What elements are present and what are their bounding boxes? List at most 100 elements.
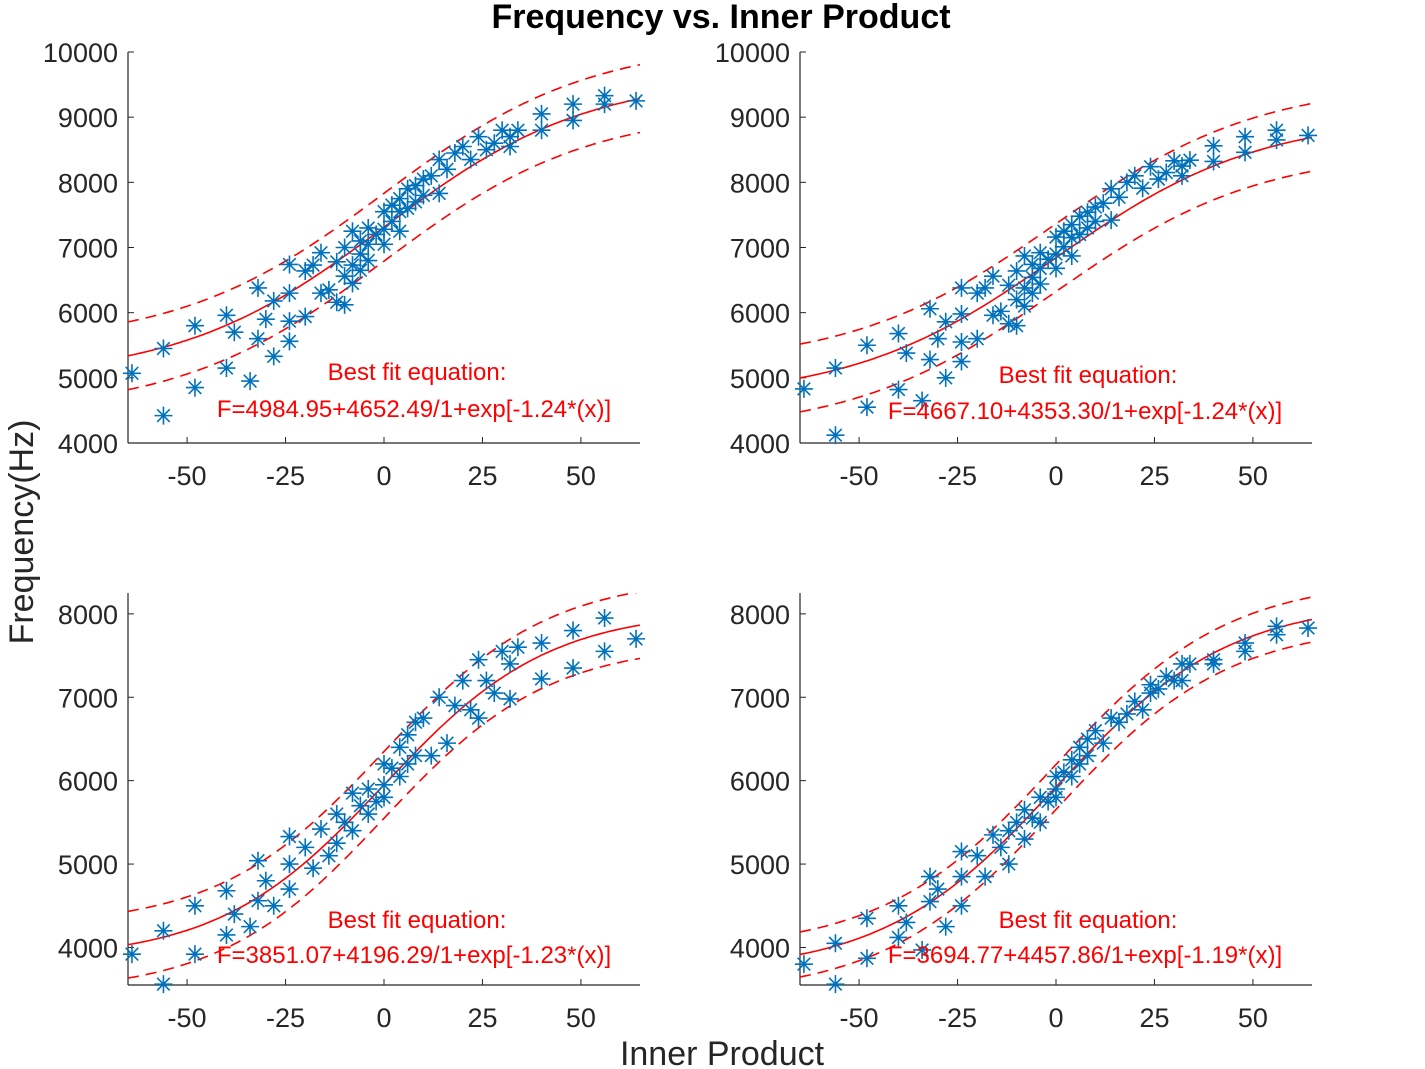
data-point — [1062, 767, 1081, 786]
data-point — [627, 629, 646, 648]
data-point — [920, 350, 939, 369]
x-tick-label: -50 — [840, 461, 879, 491]
y-tick-label: 9000 — [730, 103, 790, 133]
data-point — [304, 859, 323, 878]
data-point — [595, 609, 614, 628]
data-point — [1015, 246, 1034, 265]
data-point — [461, 700, 480, 719]
data-point — [296, 307, 315, 326]
data-point — [264, 291, 283, 310]
data-point — [382, 759, 401, 778]
data-point — [1023, 255, 1042, 274]
x-tick-label: 50 — [566, 1003, 596, 1033]
data-point — [256, 871, 275, 890]
subplot-bottom-right: -50 -25 0 25 50 4000 5000 6000 7000 8000 Best fit … — [730, 593, 1318, 1033]
data-point — [1023, 809, 1042, 828]
data-point — [936, 312, 955, 331]
data-point — [359, 780, 378, 798]
data-point — [952, 278, 971, 297]
data-point — [422, 166, 441, 185]
data-point — [1031, 813, 1050, 832]
data-point — [438, 160, 457, 179]
data-point — [335, 238, 354, 257]
x-tick-label: 50 — [1238, 461, 1268, 491]
data-point — [532, 634, 551, 653]
data-point — [154, 921, 173, 940]
data-point — [920, 867, 939, 886]
data-point — [1157, 667, 1176, 686]
data-point — [564, 621, 583, 640]
data-point — [1102, 179, 1121, 198]
data-point — [1047, 245, 1065, 264]
fit-annotation-heading: Best fit equation: — [328, 359, 507, 386]
lower-bound-curve — [128, 657, 640, 979]
x-tick-label: 25 — [467, 461, 497, 491]
y-tick-label: 6000 — [58, 299, 118, 329]
data-point — [1039, 792, 1058, 811]
data-point — [359, 251, 378, 270]
y-tick-label: 4000 — [58, 933, 118, 963]
data-point — [968, 284, 987, 303]
data-point — [1204, 136, 1223, 155]
data-point — [280, 284, 299, 303]
y-tick-label: 7000 — [730, 234, 790, 264]
data-point — [532, 669, 551, 688]
data-point — [794, 379, 813, 398]
data-point — [375, 775, 393, 794]
data-point — [999, 314, 1018, 333]
data-point — [983, 825, 1002, 844]
subplot-top-left: -50 -25 0 25 50 4000 5000 6000 7000 8000 9000 10000… — [43, 38, 646, 491]
data-point — [991, 302, 1010, 321]
subplot-grid: -50 -25 0 25 5040005000600070008000900010000… — [43, 38, 1318, 1033]
x-tick-label: -25 — [938, 1003, 977, 1033]
data-point — [1173, 671, 1192, 690]
data-point — [1078, 746, 1097, 765]
data-point — [1070, 225, 1089, 244]
data-point — [501, 654, 520, 673]
data-point — [1047, 228, 1065, 247]
data-point — [406, 176, 425, 195]
data-point — [999, 855, 1018, 874]
data-point — [304, 256, 323, 275]
data-point — [595, 95, 614, 114]
data-point — [826, 359, 845, 378]
data-point — [264, 347, 283, 366]
x-tick-label: 25 — [1139, 461, 1169, 491]
data-point — [1007, 813, 1026, 832]
data-point — [1117, 704, 1136, 723]
data-point — [351, 261, 370, 280]
data-point — [1299, 619, 1318, 638]
data-point — [952, 352, 971, 371]
data-point — [343, 256, 362, 275]
data-point — [390, 222, 409, 241]
data-point — [1070, 207, 1089, 226]
data-point — [375, 754, 393, 773]
data-point — [1236, 127, 1255, 146]
y-tick-label: 8000 — [730, 168, 790, 198]
data-point — [422, 746, 441, 765]
data-point — [1047, 788, 1065, 807]
data-point — [1110, 188, 1129, 207]
data-point — [1173, 166, 1192, 185]
data-point — [627, 91, 646, 110]
data-point — [438, 734, 457, 753]
y-tick-label: 5000 — [58, 850, 118, 880]
data-point — [532, 121, 551, 140]
data-point — [406, 746, 425, 765]
data-point — [461, 150, 480, 169]
data-point — [928, 880, 947, 899]
data-point — [382, 212, 401, 231]
x-tick-label: -50 — [168, 461, 207, 491]
data-point — [501, 127, 520, 146]
data-point — [375, 202, 393, 221]
data-point — [1102, 211, 1121, 230]
data-point — [1141, 684, 1160, 703]
data-point — [897, 344, 916, 363]
data-point — [1173, 157, 1192, 176]
fit-annotation-equation: F=3851.07+4196.29/1+exp[-1.23*(x)] — [217, 942, 611, 969]
data-point — [1125, 692, 1144, 711]
data-point — [794, 955, 813, 974]
data-point — [564, 111, 583, 130]
data-point — [280, 880, 299, 899]
figure-title: Frequency vs. Inner Product — [491, 0, 950, 36]
